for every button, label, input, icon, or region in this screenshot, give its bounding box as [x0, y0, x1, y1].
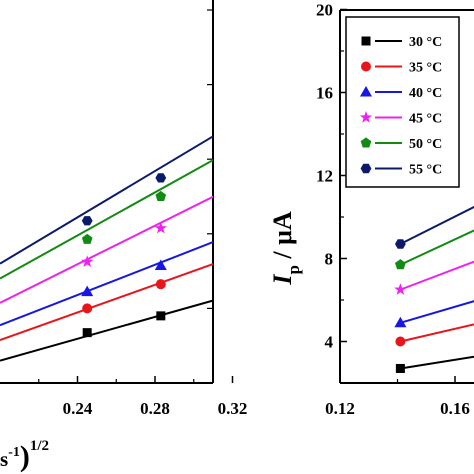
- left-x-tick-label: 0.32: [218, 399, 248, 418]
- left-point-s2-1: [82, 303, 93, 314]
- legend-label-4: 45 °C: [409, 112, 442, 127]
- right-point-s2-1: [395, 336, 406, 347]
- left-fit-line-4: [0, 195, 213, 304]
- left-fit-line-2: [0, 263, 213, 342]
- legend-marker-5: [360, 137, 372, 148]
- right-y-tick-label: 12: [316, 167, 333, 186]
- x-label-close-paren: ): [20, 440, 30, 473]
- left-point-s4-2: [154, 221, 167, 234]
- left-point-s5-1: [81, 233, 93, 244]
- left-point-s3-3: [219, 230, 231, 241]
- legend-label-2: 35 °C: [409, 61, 442, 76]
- legend-label-5: 50 °C: [409, 137, 442, 152]
- legend-item: 50 °C: [360, 137, 442, 152]
- right-fit-line-4: [400, 260, 474, 291]
- right-point-s5-1: [395, 259, 406, 270]
- left-point-s4-3: [219, 184, 231, 196]
- right-panel: 0.12 0.16 4 8 12 16 20 Ip / μA 30 °C 35 °C 40 °C…: [268, 1, 474, 418]
- left-point-s4-1: [81, 255, 94, 267]
- left-point-s6-3: [219, 128, 230, 137]
- legend: 30 °C 35 °C 40 °C 45 °C 50 °C 55 °C: [345, 16, 460, 188]
- right-x-tick-label: 0.12: [325, 399, 355, 418]
- legend-label-1: 30 °C: [409, 35, 442, 50]
- right-x-tick-label: 0.16: [440, 399, 470, 418]
- left-x-tick-label: 0.24: [63, 399, 93, 418]
- x-label-tail: s: [0, 447, 8, 471]
- right-point-s3-1: [394, 316, 407, 328]
- y-label-unit: / μA: [268, 211, 297, 265]
- right-point-s6-1: [395, 239, 406, 249]
- legend-marker-2: [361, 61, 371, 72]
- right-y-tick-label: 8: [325, 250, 334, 269]
- legend-marker-1: [361, 36, 371, 46]
- left-fit-line-3: [0, 241, 213, 327]
- x-label-exponent: -1: [8, 445, 20, 460]
- left-point-s5-2: [155, 190, 167, 201]
- left-point-s2-2: [155, 279, 166, 290]
- legend-marker-4: [359, 111, 373, 123]
- right-y-tick-label: 4: [325, 333, 334, 352]
- y-label-subscript: p: [284, 265, 303, 274]
- right-y-tick-label: 20: [316, 1, 333, 20]
- left-point-s1-3: [220, 291, 229, 300]
- left-x-tick-label: 0.28: [140, 399, 170, 418]
- legend-label-3: 40 °C: [409, 86, 442, 101]
- left-x-axis-label: s-1)1/2: [0, 438, 49, 473]
- legend-item: 30 °C: [361, 35, 442, 50]
- right-fit-line-6: [399, 205, 474, 245]
- left-panel: 0.24 0.28 0.32 s-1)1/2: [0, 0, 247, 473]
- left-point-s2-3: [220, 253, 230, 263]
- left-point-s1-1: [82, 328, 92, 338]
- right-point-s4-1: [394, 283, 407, 295]
- left-point-s1-2: [156, 311, 166, 321]
- left-point-s3-2: [154, 259, 167, 270]
- right-y-tick-label: 16: [316, 84, 333, 103]
- right-fit-line-5: [399, 229, 474, 266]
- right-fit-line-3: [400, 300, 474, 324]
- legend-label-6: 55 °C: [409, 163, 442, 178]
- legend-item: 55 °C: [360, 163, 442, 178]
- legend-marker-3: [360, 86, 372, 97]
- legend-item: 40 °C: [360, 86, 442, 101]
- left-fit-line-5: [0, 158, 213, 280]
- left-fit-line-6: [0, 135, 213, 265]
- y-label-main: I: [268, 274, 297, 286]
- legend-marker-6: [360, 163, 372, 174]
- legend-item: 35 °C: [361, 61, 442, 76]
- svg-text:s-1)1/2: s-1)1/2: [0, 438, 49, 473]
- left-point-s6-2: [155, 173, 167, 183]
- left-point-s6-1: [81, 216, 93, 226]
- svg-text:Ip / μA: Ip / μA: [268, 211, 303, 286]
- legend-item: 45 °C: [359, 111, 442, 127]
- right-point-s1-1: [395, 363, 405, 373]
- left-point-s5-3: [219, 148, 230, 158]
- left-fit-line-1: [0, 299, 213, 362]
- left-point-s3-1: [81, 285, 94, 297]
- x-label-power: 1/2: [30, 438, 49, 454]
- right-fit-line-1: [400, 355, 474, 370]
- right-y-axis-label: Ip / μA: [268, 211, 303, 286]
- right-fit-line-2: [400, 323, 474, 343]
